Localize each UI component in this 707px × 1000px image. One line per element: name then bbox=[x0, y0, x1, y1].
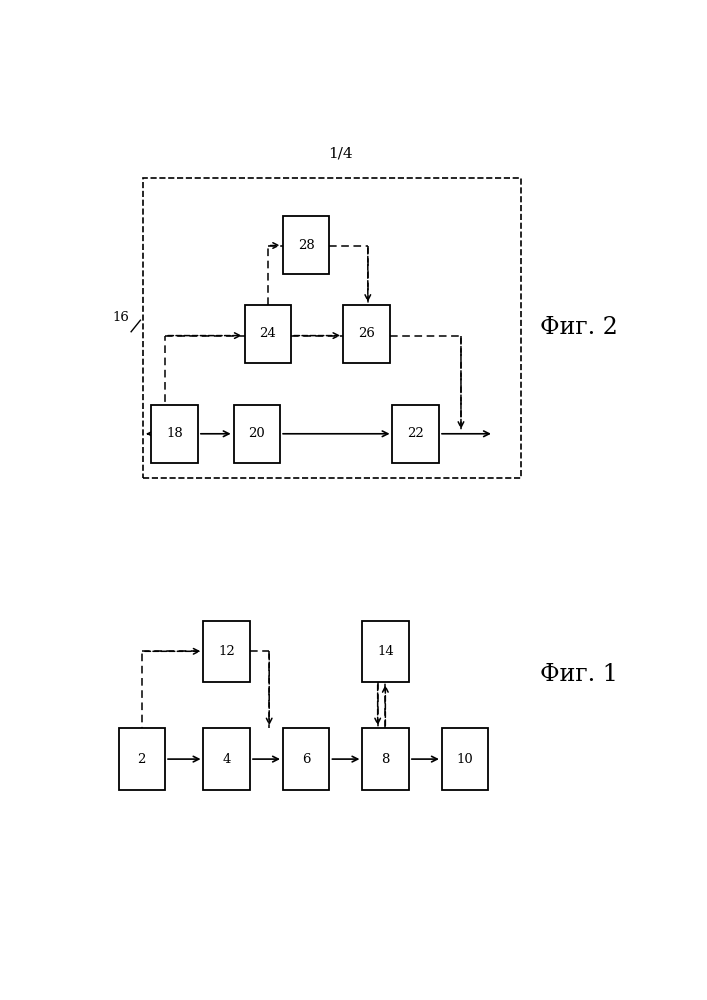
Bar bbox=[233, 405, 280, 463]
Text: 10: 10 bbox=[457, 753, 474, 766]
Text: 16: 16 bbox=[112, 311, 129, 324]
Bar bbox=[204, 620, 250, 682]
Text: 2: 2 bbox=[138, 753, 146, 766]
Bar bbox=[343, 305, 390, 363]
Bar bbox=[283, 728, 329, 790]
Text: 18: 18 bbox=[166, 427, 183, 440]
Text: 14: 14 bbox=[378, 645, 394, 658]
Text: Фиг. 1: Фиг. 1 bbox=[540, 663, 618, 686]
Text: 20: 20 bbox=[248, 427, 265, 440]
Text: 24: 24 bbox=[259, 327, 276, 340]
Bar bbox=[144, 178, 521, 478]
Text: 4: 4 bbox=[223, 753, 231, 766]
Bar bbox=[283, 216, 329, 274]
Text: 1/4: 1/4 bbox=[328, 146, 353, 160]
Bar bbox=[151, 405, 198, 463]
Text: 12: 12 bbox=[218, 645, 235, 658]
Bar bbox=[363, 728, 409, 790]
Bar bbox=[119, 728, 165, 790]
Text: 26: 26 bbox=[358, 327, 375, 340]
Bar bbox=[392, 405, 439, 463]
Bar bbox=[245, 305, 291, 363]
Bar bbox=[442, 728, 489, 790]
Bar bbox=[363, 620, 409, 682]
Text: 8: 8 bbox=[382, 753, 390, 766]
Bar bbox=[204, 728, 250, 790]
Text: 22: 22 bbox=[407, 427, 424, 440]
Text: 28: 28 bbox=[298, 239, 315, 252]
Text: 6: 6 bbox=[302, 753, 310, 766]
Text: Фиг. 2: Фиг. 2 bbox=[540, 316, 618, 339]
